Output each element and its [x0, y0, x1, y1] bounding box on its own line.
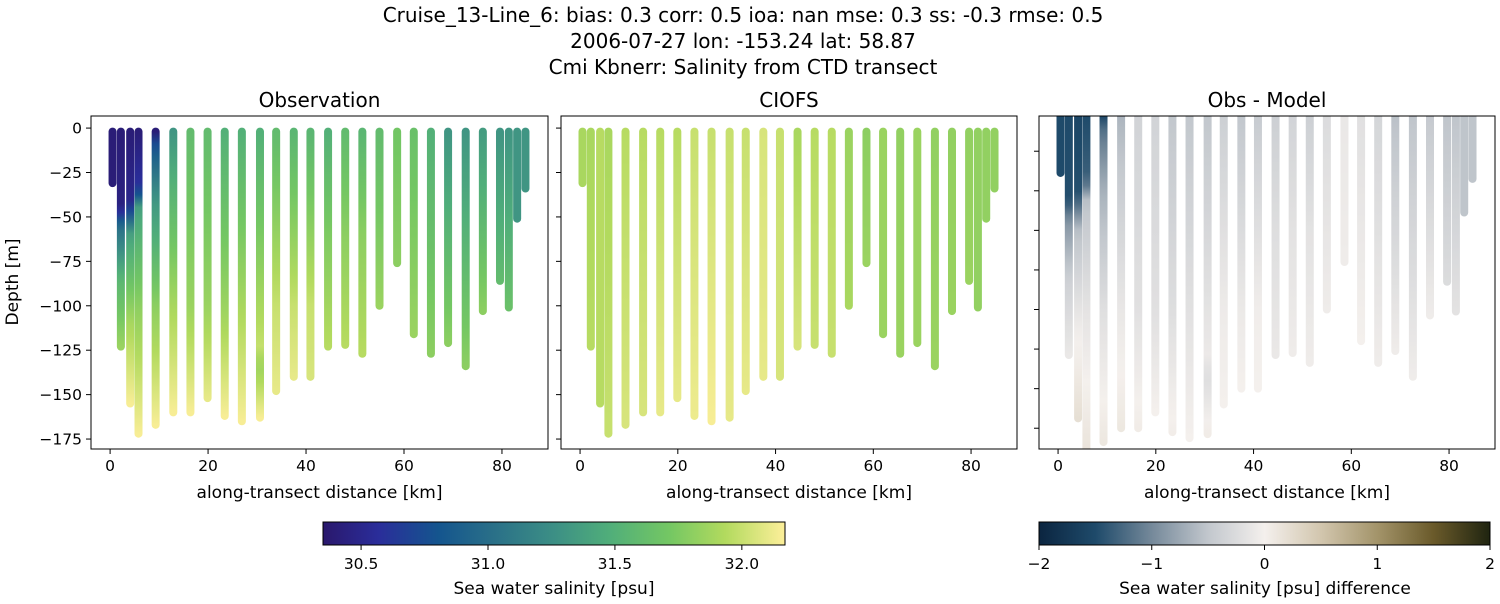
colorbar-tick-label: −1	[1140, 555, 1163, 573]
y-tick-label: −100	[39, 297, 82, 315]
panel-title: CIOFS	[759, 88, 818, 112]
colorbar-tick-label: 0	[1260, 555, 1270, 573]
x-tick-label: 0	[1053, 457, 1063, 475]
colorbar-tick-label: 31.0	[471, 555, 506, 573]
colorbar-tick-label: 30.5	[344, 555, 379, 573]
y-tick-label: −25	[49, 164, 82, 182]
x-tick-label: 20	[668, 457, 688, 475]
axes-frame	[90, 115, 549, 450]
y-tick-label: −125	[39, 342, 82, 360]
colorbar-gradient	[322, 521, 786, 546]
x-axis-label: along-transect distance [km]	[197, 483, 443, 503]
x-axis-label: along-transect distance [km]	[1144, 483, 1390, 503]
x-tick-label: 40	[766, 457, 786, 475]
y-tick-label: 0	[72, 120, 82, 138]
y-tick-label: −175	[39, 431, 82, 449]
x-tick-label: 80	[961, 457, 981, 475]
colorbar-tick-label: 32.0	[725, 555, 760, 573]
y-axis-label: Depth [m]	[3, 238, 23, 325]
salinity-colorbar: Sea water salinity [psu] 30.5 31.0 31.5 32.…	[322, 521, 786, 599]
x-tick-label: 40	[1244, 457, 1264, 475]
axes-frame	[560, 115, 1018, 450]
x-tick-label: 60	[1341, 457, 1361, 475]
difference-colorbar: Sea water salinity [psu] difference −2 −1…	[1028, 521, 1495, 599]
colorbar-tick-label: 31.5	[598, 555, 633, 573]
x-tick-label: 40	[296, 457, 316, 475]
x-tick-label: 20	[1146, 457, 1166, 475]
colorbar-gradient	[1038, 521, 1491, 546]
cast-marks	[1056, 116, 1477, 449]
colorbar-tick-label: 2	[1485, 555, 1495, 573]
colorbar-tick-label: −2	[1028, 555, 1051, 573]
x-tick-label: 80	[1439, 457, 1459, 475]
axes-frame	[1038, 115, 1496, 450]
cast-marks	[108, 127, 530, 438]
x-tick-label: 60	[863, 457, 883, 475]
y-tick-label: −50	[49, 208, 82, 226]
cast-marks	[578, 127, 999, 438]
x-axis-label: along-transect distance [km]	[666, 483, 912, 503]
x-tick-label: 60	[394, 457, 414, 475]
colorbar-label: Sea water salinity [psu] difference	[1119, 579, 1411, 599]
y-tick-label: −150	[39, 386, 82, 404]
ciofs-panel: CIOFS along-transect distance [km] 0 20 40…	[556, 88, 1018, 503]
y-tick-label: −75	[49, 253, 82, 271]
colorbar-label: Sea water salinity [psu]	[454, 579, 655, 599]
x-tick-label: 0	[575, 457, 585, 475]
x-tick-label: 80	[492, 457, 512, 475]
obs-minus-model-panel: Obs - Model along-transect distance [km]…	[1034, 88, 1496, 503]
x-tick-label: 20	[198, 457, 218, 475]
colorbar-tick-label: 1	[1372, 555, 1382, 573]
panel-title: Observation	[259, 88, 381, 112]
figure-title-line-2: 2006-07-27 lon: -153.24 lat: 58.87	[570, 29, 916, 53]
x-tick-label: 0	[105, 457, 115, 475]
observation-panel: Observation along-transect distance [km]…	[3, 88, 549, 503]
figure-title-line-3: Cmi Kbnerr: Salinity from CTD transect	[549, 55, 938, 79]
figure-title-line-1: Cruise_13-Line_6: bias: 0.3 corr: 0.5 io…	[383, 3, 1104, 27]
panel-title: Obs - Model	[1208, 88, 1327, 112]
